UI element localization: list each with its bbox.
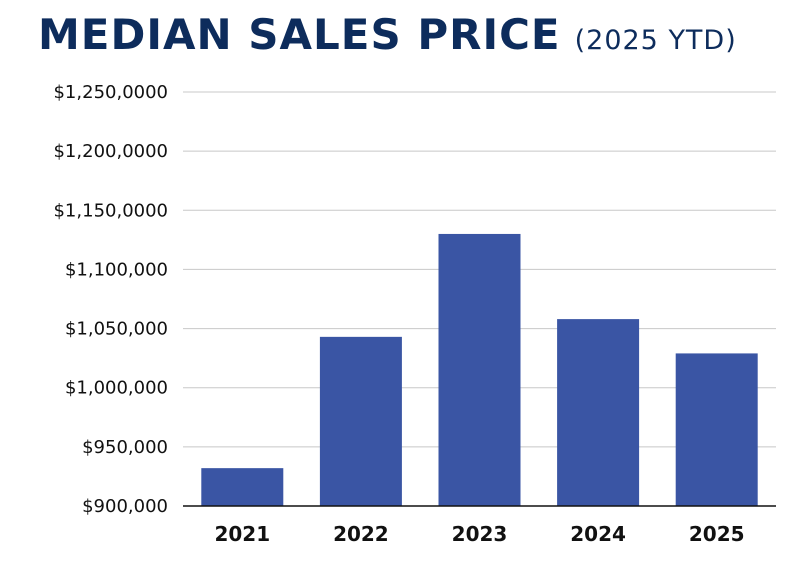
y-axis: $900,000 $950,000 $1,000,000 $1,050,000 $1,1… bbox=[53, 82, 168, 517]
x-tick-label: 2021 bbox=[214, 522, 270, 546]
y-tick-label: $950,000 bbox=[82, 437, 168, 458]
x-axis: 2021 2022 2023 2024 2025 bbox=[183, 505, 776, 546]
title-row: MEDIAN SALES PRICE (2025 YTD) bbox=[38, 10, 798, 59]
y-tick-label: $1,100,000 bbox=[65, 259, 168, 280]
y-tick-label: $1,000,000 bbox=[65, 378, 168, 399]
chart-title: MEDIAN SALES PRICE bbox=[38, 10, 561, 59]
bar-2021 bbox=[201, 468, 284, 506]
y-tick-label: $1,050,000 bbox=[65, 319, 168, 340]
y-tick-label: $1,250,0000 bbox=[53, 82, 168, 103]
bars bbox=[201, 233, 758, 506]
bar-2023 bbox=[438, 233, 521, 506]
y-tick-label: $1,150,0000 bbox=[53, 200, 168, 221]
bar-2024 bbox=[557, 319, 640, 506]
x-tick-label: 2025 bbox=[689, 522, 745, 546]
y-tick-label: $1,200,0000 bbox=[53, 141, 168, 162]
x-tick-label: 2024 bbox=[570, 522, 626, 546]
x-tick-label: 2023 bbox=[452, 522, 508, 546]
y-tick-label: $900,000 bbox=[82, 496, 168, 517]
chart-subtitle: (2025 YTD) bbox=[574, 25, 737, 56]
bar-2022 bbox=[319, 336, 402, 506]
bar-2025 bbox=[675, 353, 758, 506]
x-tick-label: 2022 bbox=[333, 522, 389, 546]
